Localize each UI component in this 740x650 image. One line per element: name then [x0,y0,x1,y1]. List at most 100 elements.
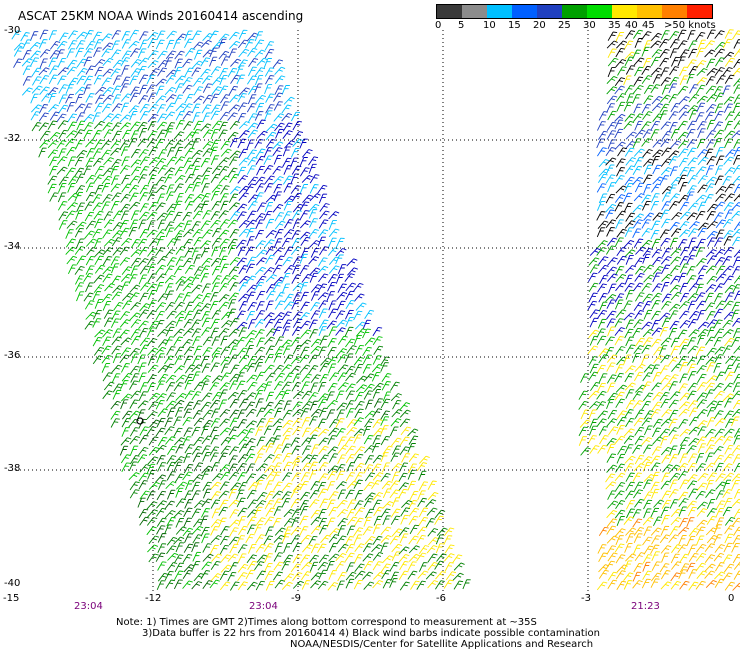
wind-barb [695,112,705,122]
wind-barb [578,390,588,400]
wind-barb [265,580,275,591]
wind-barb [641,219,651,229]
wind-barb [66,220,78,229]
wind-barb [247,75,257,85]
wind-barb [192,534,202,544]
wind-barb [202,112,211,123]
wind-barb [290,488,300,498]
wind-barb [596,581,608,591]
wind-barb [722,345,733,355]
wind-barb [57,67,69,76]
wind-barb [256,463,268,472]
wind-barb [264,110,273,121]
wind-barb [651,471,660,482]
wind-barb [273,534,285,543]
wind-barb [713,552,725,562]
wind-barb [254,75,264,86]
wind-barb [301,390,312,400]
wind-barb [256,418,266,428]
wind-barb [229,186,241,195]
wind-barb [146,517,158,526]
wind-barb [327,281,336,292]
wind-barb [119,140,130,150]
wind-barb [245,183,256,193]
wind-barb [723,542,733,553]
wind-barb [182,103,193,113]
wind-barb [93,346,105,356]
wind-barb [732,535,740,545]
wind-barb [192,228,203,238]
wind-barb [714,67,725,76]
wind-barb [326,481,336,491]
wind-barb [625,344,636,354]
wind-barb [589,264,600,274]
wind-barb [659,103,670,113]
wind-barb [407,561,417,571]
wind-barb [130,121,141,131]
wind-barb [659,428,671,438]
wind-barb [237,389,248,400]
wind-barb [138,84,148,95]
wind-barb [308,209,318,219]
wind-barb [624,176,635,186]
wind-barb [111,30,121,40]
wind-barb [102,273,113,283]
wind-barb [110,418,120,428]
wind-barb [650,32,662,42]
wind-barb [733,570,740,580]
wind-barb [157,543,167,553]
wind-barb [605,174,616,184]
legend-swatch [562,5,587,18]
wind-barb [642,381,652,391]
wind-barb [245,246,255,256]
wind-barb [299,354,310,364]
wind-barb [230,58,241,67]
wind-barb [662,464,673,473]
wind-barb [615,273,627,283]
wind-barb [218,165,230,175]
wind-barb [677,444,687,455]
wind-barb [130,319,142,328]
wind-barb [677,462,689,472]
wind-barb [229,150,241,159]
wind-barb [345,578,355,589]
wind-barb [193,254,202,265]
wind-barb [102,229,113,239]
wind-barb [245,337,255,348]
wind-barb [624,147,635,157]
wind-barb [155,95,167,104]
wind-barb [731,416,740,427]
wind-barb [614,372,624,383]
wind-barb [714,346,726,355]
wind-barb [380,508,391,518]
wind-barb [121,39,131,49]
wind-barb [211,265,221,276]
wind-barb [148,535,160,545]
wind-barb [642,129,653,139]
wind-barb [624,165,636,175]
wind-barb [157,129,167,139]
wind-barb [147,456,159,465]
wind-barb [714,201,726,210]
wind-barb [211,77,223,86]
lat-label: -36 [4,350,21,361]
wind-barb [588,257,600,266]
wind-barb [660,418,672,427]
wind-barb [625,265,637,274]
wind-barb [218,301,230,311]
wind-barb [733,111,740,121]
wind-barb [201,283,211,293]
wind-barb [632,571,642,582]
wind-barb [706,319,718,328]
wind-barb [83,122,94,132]
wind-barb [75,282,85,292]
wind-barb [238,48,250,58]
wind-barb [731,210,740,220]
lat-lon-grid [8,30,733,593]
wind-barb [714,237,724,247]
wind-barb [731,473,740,482]
wind-barb [227,391,239,400]
wind-barb [382,488,392,499]
wind-barb [182,527,194,537]
wind-barb [353,554,363,564]
